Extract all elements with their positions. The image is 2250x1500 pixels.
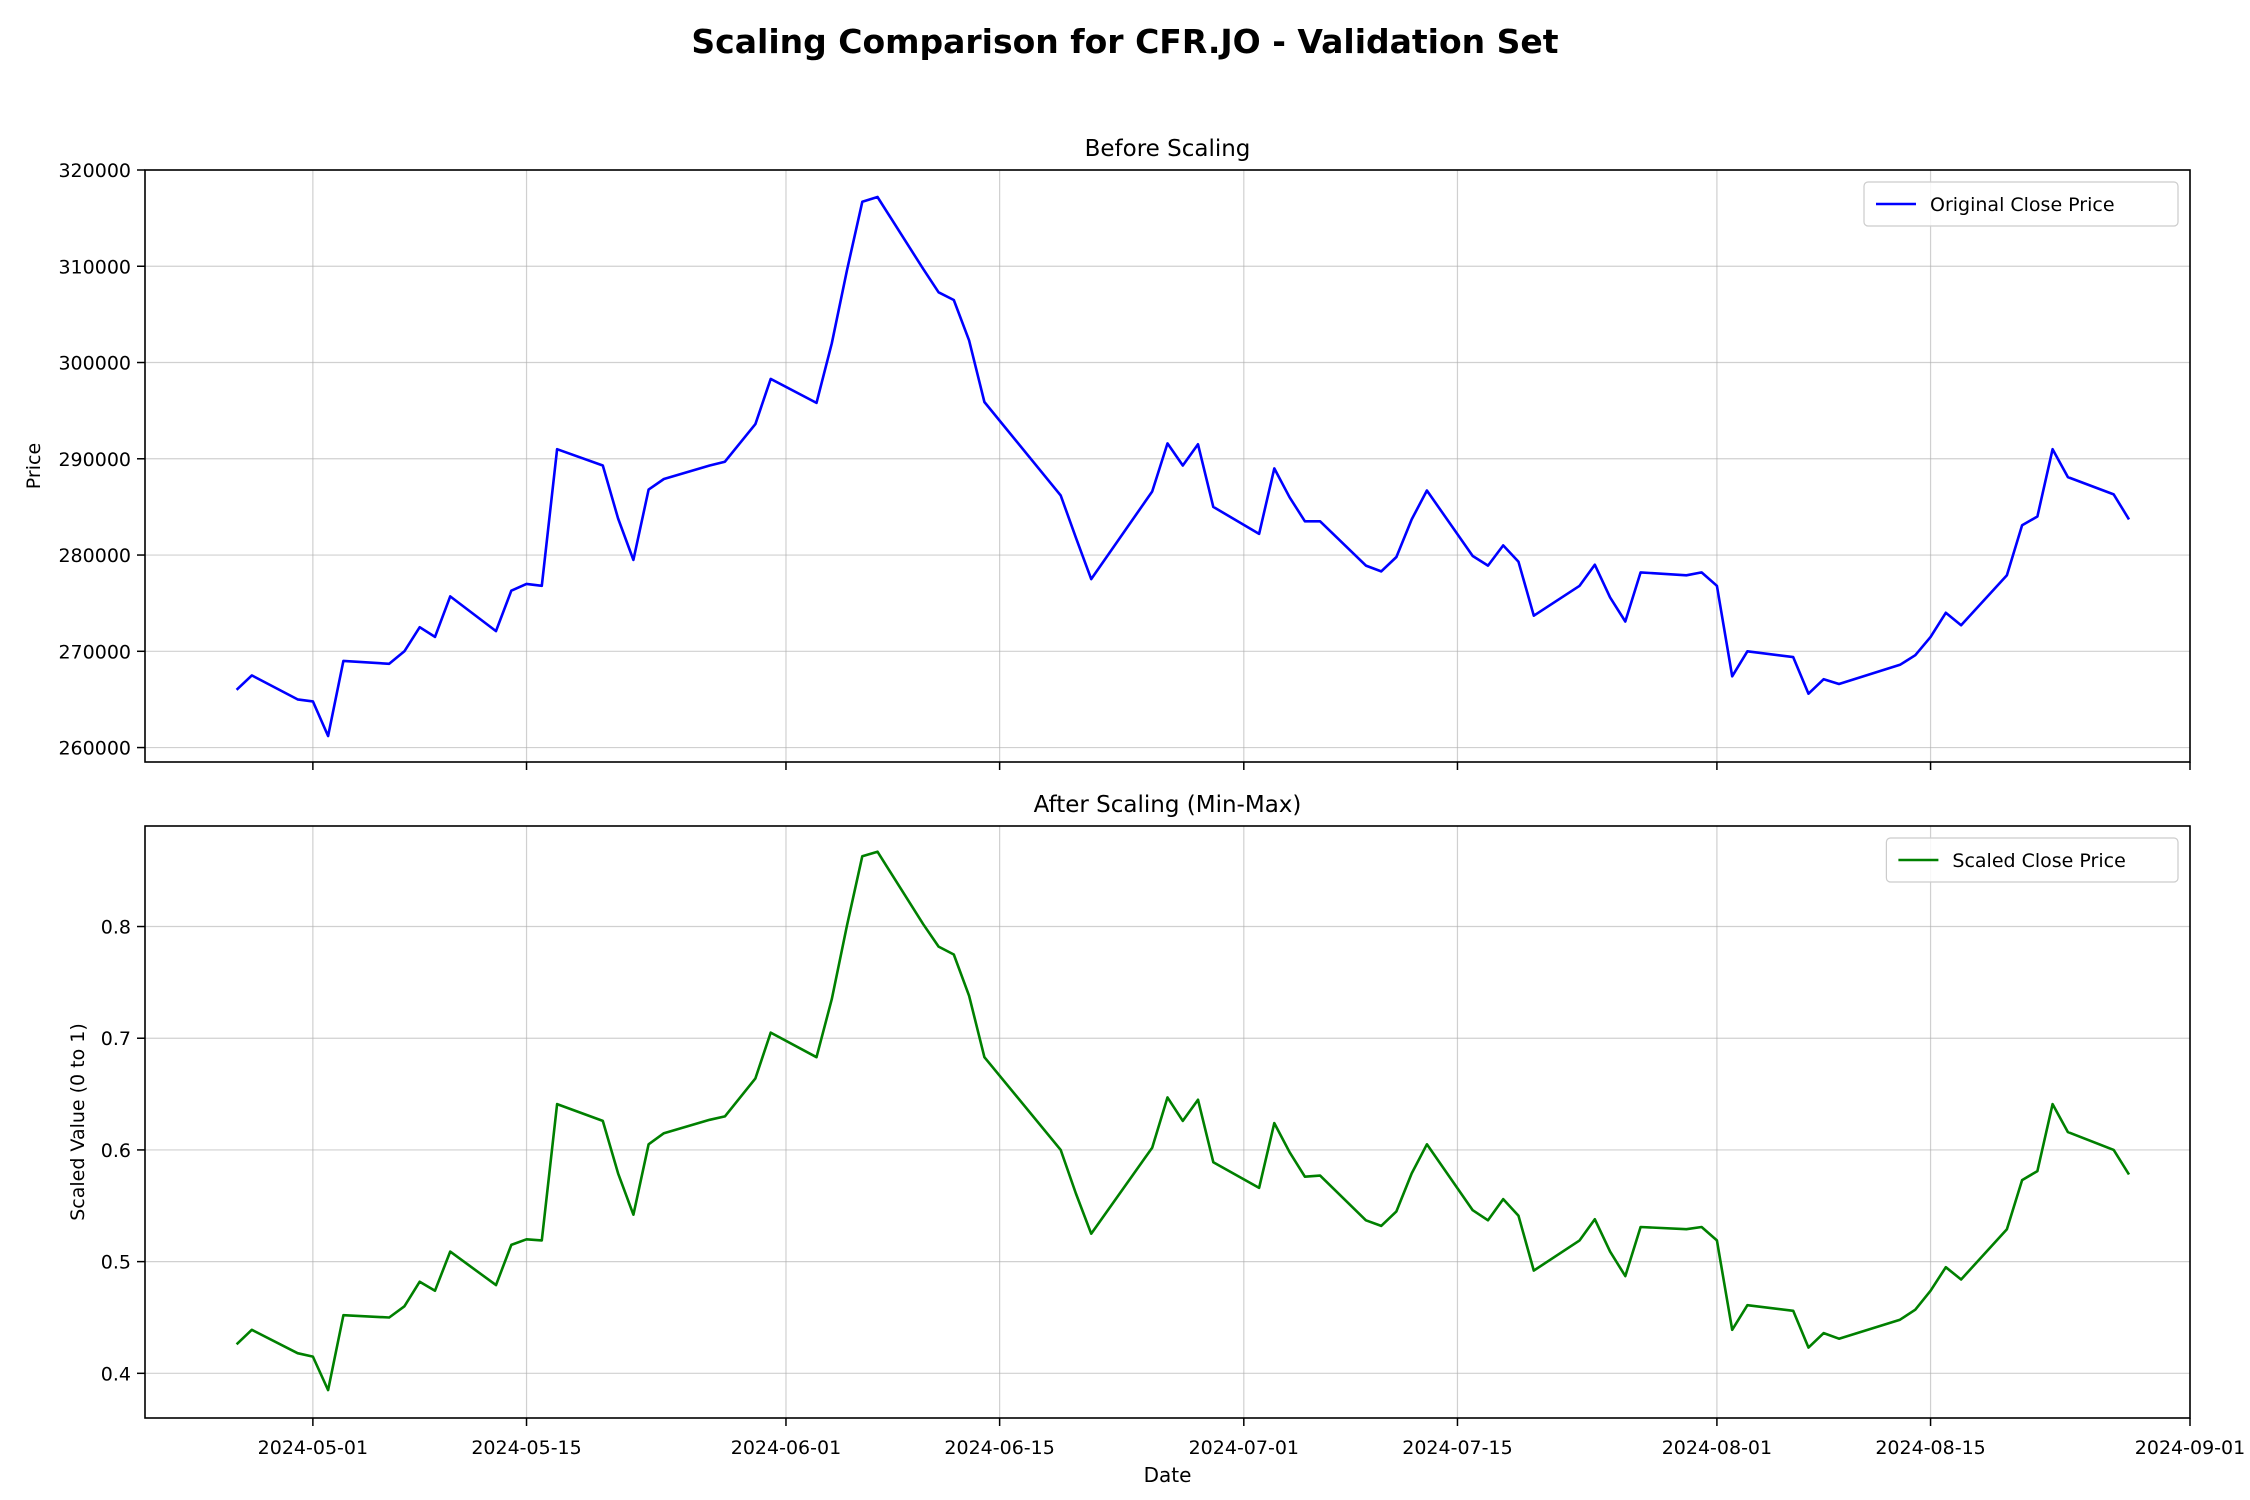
y-tick-label: 0.5: [101, 1252, 131, 1274]
y-tick-label: 300000: [58, 353, 131, 375]
legend: Original Close Price: [1863, 181, 2179, 227]
y-tick-label: 0.4: [101, 1363, 131, 1385]
subplot-1: 260000 270000 280000 290000 300000 310000 3200…: [23, 136, 2191, 770]
y-tick-label: 260000: [58, 738, 131, 760]
figure-title: Scaling Comparison for CFR.JO - Validati…: [691, 22, 1559, 61]
x-tick-label: 2024-05-01: [258, 1437, 368, 1459]
axes-frame: [144, 825, 2191, 1419]
series-line: [235, 850, 2131, 1392]
y-tick-label: 290000: [58, 449, 131, 471]
y-tick-label: 310000: [58, 256, 131, 278]
x-tick-label: 2024-08-01: [1662, 1437, 1772, 1459]
y-axis-label: Scaled Value (0 to 1): [67, 1023, 89, 1221]
x-tick-label: 2024-06-01: [731, 1437, 841, 1459]
legend-label: Scaled Close Price: [1952, 850, 2125, 872]
subplot-title: After Scaling (Min-Max): [1034, 792, 1302, 818]
x-tick-label: 2024-07-15: [1402, 1437, 1512, 1459]
x-tick-label: 2024-08-15: [1875, 1437, 1985, 1459]
x-tick-label: 2024-09-01: [2135, 1437, 2245, 1459]
series-line: [235, 195, 2131, 738]
legend-label: Original Close Price: [1930, 194, 2115, 216]
legend: Scaled Close Price: [1885, 837, 2179, 883]
y-tick-label: 0.6: [101, 1140, 131, 1162]
y-tick-label: 270000: [58, 641, 131, 663]
x-tick-label: 2024-07-01: [1189, 1437, 1299, 1459]
subplot-2: 2024-05-01 2024-05-15 2024-06-01 2024-06-15…: [67, 792, 2245, 1487]
legend-box: [1863, 181, 2179, 227]
x-tick-label: 2024-06-15: [944, 1437, 1054, 1459]
y-tick-label: 280000: [58, 545, 131, 567]
y-tick-label: 0.7: [101, 1028, 131, 1050]
x-axis-label: Date: [1144, 1463, 1192, 1487]
y-tick-label: 0.8: [101, 917, 131, 939]
y-axis-label: Price: [23, 443, 45, 489]
legend-box: [1885, 837, 2179, 883]
y-tick-label: 320000: [58, 160, 131, 182]
x-tick-label: 2024-05-15: [471, 1437, 581, 1459]
subplot-title: Before Scaling: [1085, 136, 1251, 162]
axes-frame: [144, 169, 2191, 763]
